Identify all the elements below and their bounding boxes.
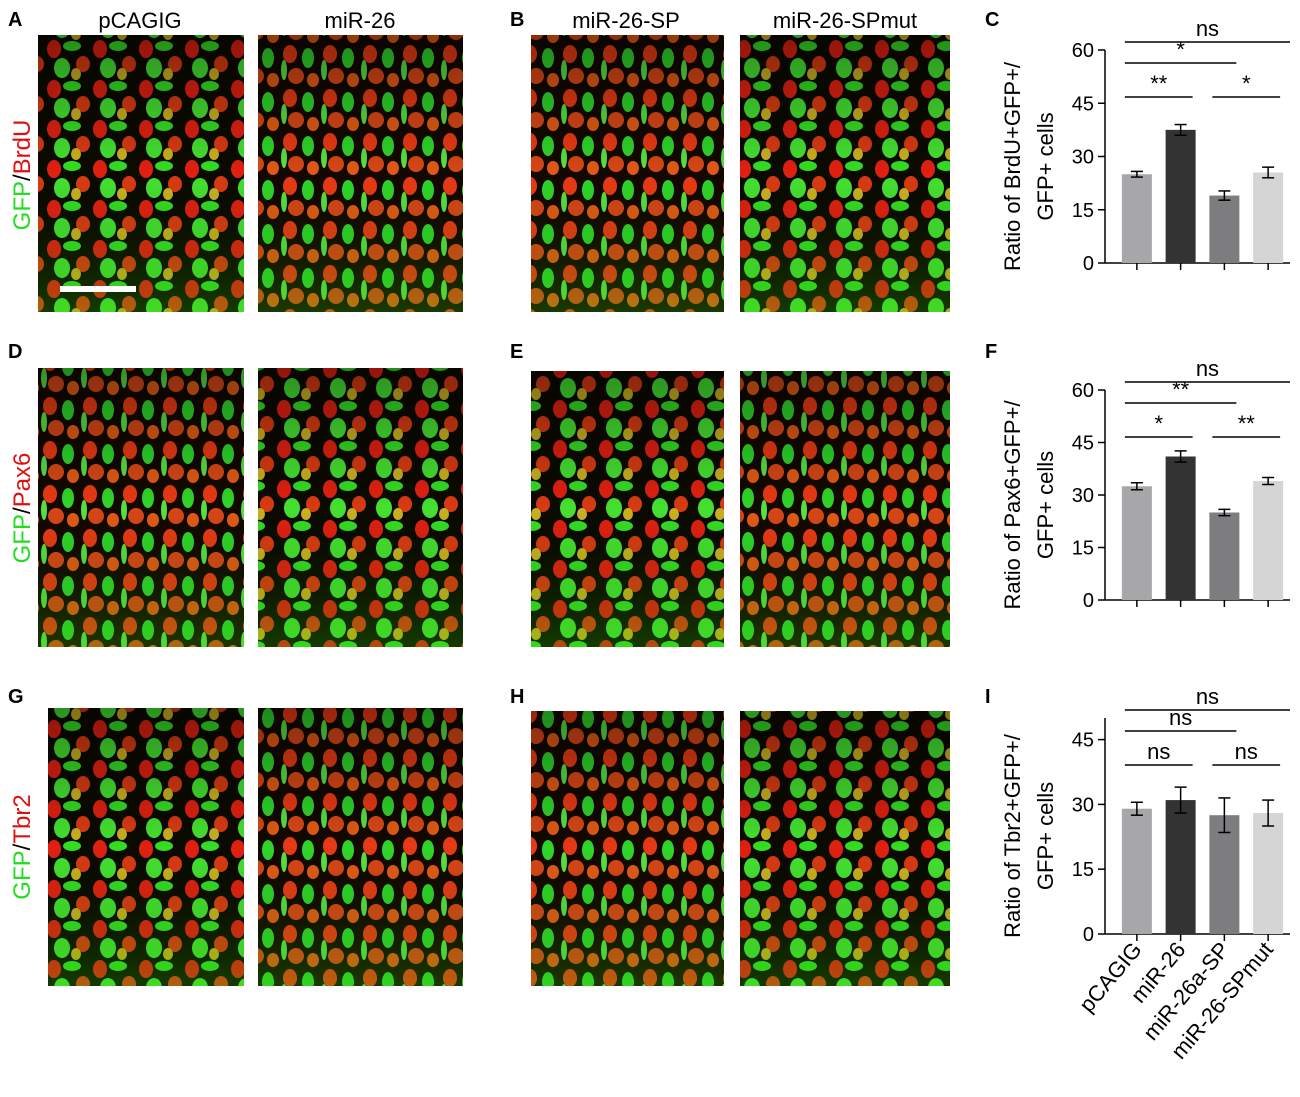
- bar: [1121, 486, 1152, 600]
- column-header: miR-26: [325, 8, 396, 33]
- y-tick-label: 0: [1083, 924, 1094, 946]
- panel-label: I: [985, 686, 991, 708]
- panel-label: D: [8, 341, 22, 363]
- significance-label: ns: [1196, 16, 1219, 41]
- bar-chart: 0 15 30 45 60 Ratio of Pax6+GFP+/ GFP+ cells ns…: [1000, 356, 1290, 612]
- y-axis-label: Ratio of BrdU+GFP+/: [1000, 61, 1025, 271]
- y-tick-label: 45: [1072, 730, 1094, 752]
- stain-red: BrdU: [9, 120, 36, 175]
- y-tick-label: 60: [1072, 40, 1094, 62]
- error-bar: [1262, 476, 1275, 486]
- stain-sep: /: [9, 843, 36, 850]
- panel-label: G: [8, 686, 24, 708]
- y-tick-label: 30: [1072, 147, 1094, 169]
- y-axis-label: Ratio of Tbr2+GFP+/: [1000, 733, 1025, 938]
- bar: [1165, 800, 1196, 934]
- charts: 0 15 30 45 60 Ratio of BrdU+GFP+/ GFP+ cells ns…: [1000, 16, 1290, 1064]
- significance-label: **: [1238, 411, 1256, 436]
- y-axis-label: GFP+ cells: [1033, 112, 1058, 220]
- bar: [1165, 456, 1196, 600]
- significance-label: ns: [1235, 739, 1258, 764]
- significance-label: ns: [1196, 356, 1219, 381]
- significance-label: *: [1242, 71, 1251, 96]
- error-bar: [1218, 190, 1231, 201]
- stain-label: GFP/BrdU: [9, 120, 36, 231]
- error-bar: [1174, 123, 1187, 136]
- error-bar: [1218, 797, 1231, 834]
- y-axis-label: Ratio of Pax6+GFP+/: [1000, 400, 1025, 610]
- y-axis-label: GFP+ cells: [1033, 451, 1058, 559]
- error-bar: [1218, 508, 1231, 517]
- y-tick-label: 15: [1072, 859, 1094, 881]
- significance-label: **: [1172, 377, 1190, 402]
- significance-label: *: [1176, 37, 1185, 62]
- stain-label: GFP/Tbr2: [9, 794, 36, 899]
- y-tick-label: 30: [1072, 485, 1094, 507]
- panel-label: B: [510, 9, 524, 31]
- x-tick-label: pCAGIG: [1074, 937, 1147, 1017]
- gap: [724, 35, 740, 987]
- error-bar: [1130, 482, 1143, 491]
- stain-green: GFP: [9, 514, 36, 563]
- y-tick-label: 30: [1072, 794, 1094, 816]
- column-header: miR-26-SP: [572, 8, 680, 33]
- error-bar: [1130, 170, 1143, 178]
- y-tick-label: 45: [1072, 93, 1094, 115]
- stain-label: GFP/Pax6: [9, 453, 36, 564]
- y-tick-label: 45: [1072, 433, 1094, 455]
- y-tick-label: 0: [1083, 590, 1094, 612]
- error-bar: [1130, 801, 1143, 816]
- error-bar: [1174, 450, 1187, 463]
- error-bar: [1262, 166, 1275, 179]
- stain-sep: /: [9, 174, 36, 181]
- bar-chart: 0 15 30 45 60 Ratio of BrdU+GFP+/ GFP+ cells ns…: [1000, 16, 1290, 275]
- column-header: pCAGIG: [98, 8, 181, 33]
- shading: [531, 371, 950, 647]
- bar: [1121, 808, 1152, 934]
- y-tick-label: 15: [1072, 200, 1094, 222]
- column-header: miR-26-SPmut: [773, 8, 917, 33]
- bar: [1253, 813, 1284, 934]
- y-tick-label: 0: [1083, 253, 1094, 275]
- panel-label: F: [985, 341, 997, 363]
- shading: [531, 711, 950, 986]
- micrographs: [38, 35, 950, 987]
- significance-label: *: [1154, 411, 1163, 436]
- significance-label: ns: [1147, 739, 1170, 764]
- significance-label: **: [1150, 71, 1168, 96]
- panel-label: E: [510, 341, 523, 363]
- bar: [1253, 481, 1284, 600]
- stain-red: Tbr2: [9, 794, 36, 843]
- stain-green: GFP: [9, 181, 36, 230]
- y-axis-label: GFP+ cells: [1033, 782, 1058, 890]
- bar-chart: 0 15 30 45 Ratio of Tbr2+GFP+/ GFP+ cells pCAG…: [1000, 684, 1290, 1064]
- bar: [1209, 195, 1240, 263]
- bar: [1209, 815, 1240, 934]
- panel-labels: A B C D E F G H I: [8, 9, 999, 708]
- stain-green: GFP: [9, 850, 36, 899]
- significance-label: ns: [1169, 705, 1192, 730]
- error-bar: [1262, 799, 1275, 827]
- y-tick-label: 15: [1072, 538, 1094, 560]
- bar: [1121, 174, 1152, 263]
- bar: [1209, 512, 1240, 600]
- bar: [1253, 172, 1284, 263]
- shading: [531, 35, 950, 312]
- y-tick-label: 60: [1072, 380, 1094, 402]
- panel-label: C: [985, 9, 999, 31]
- significance-label: ns: [1196, 684, 1219, 709]
- stain-sep: /: [9, 507, 36, 514]
- gap: [244, 35, 258, 987]
- bar: [1165, 129, 1196, 263]
- error-bar: [1174, 786, 1187, 814]
- stain-red: Pax6: [9, 453, 36, 508]
- panel-label: H: [510, 686, 524, 708]
- panel-label: A: [8, 9, 22, 31]
- column-headers: pCAGIG miR-26 miR-26-SP miR-26-SPmut: [98, 8, 917, 33]
